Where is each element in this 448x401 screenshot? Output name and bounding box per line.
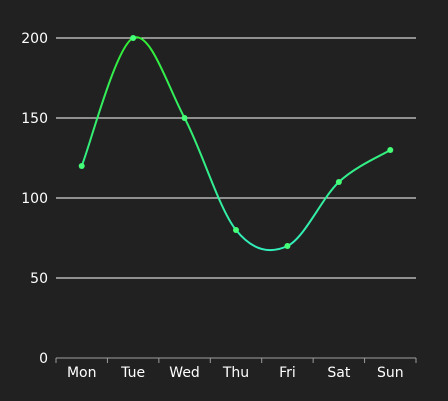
y-tick-label-50: 50 <box>30 271 48 287</box>
x-tick-label-sun: Sun <box>377 365 404 381</box>
series-line-0 <box>80 36 392 252</box>
x-axis: Mon Tue Wed Thu Fri Sat Sun <box>55 357 417 381</box>
series-line-group <box>80 36 392 252</box>
y-tick-label-0: 0 <box>39 351 48 367</box>
data-point-sat[interactable] <box>335 179 342 185</box>
x-tick-label-wed: Wed <box>169 365 200 381</box>
data-point-fri[interactable] <box>284 243 291 249</box>
data-point-tue[interactable] <box>130 35 137 41</box>
data-point-thu[interactable] <box>233 227 239 233</box>
data-point-wed[interactable] <box>181 115 188 121</box>
grid-lines <box>56 37 416 279</box>
data-point-mon[interactable] <box>78 163 85 169</box>
x-tick-label-thu: Thu <box>222 365 249 381</box>
data-points <box>78 35 394 249</box>
x-tick-label-fri: Fri <box>279 365 296 381</box>
y-tick-label-150: 150 <box>21 111 48 127</box>
x-tick-label-mon: Mon <box>67 365 97 381</box>
y-tick-label-200: 200 <box>21 31 48 47</box>
y-tick-label-100: 100 <box>21 191 48 207</box>
x-tick-label-sat: Sat <box>327 365 350 381</box>
x-tick-label-tue: Tue <box>120 365 145 381</box>
data-point-sun[interactable] <box>387 147 394 153</box>
y-axis: 0 50 100 150 200 <box>21 31 48 367</box>
